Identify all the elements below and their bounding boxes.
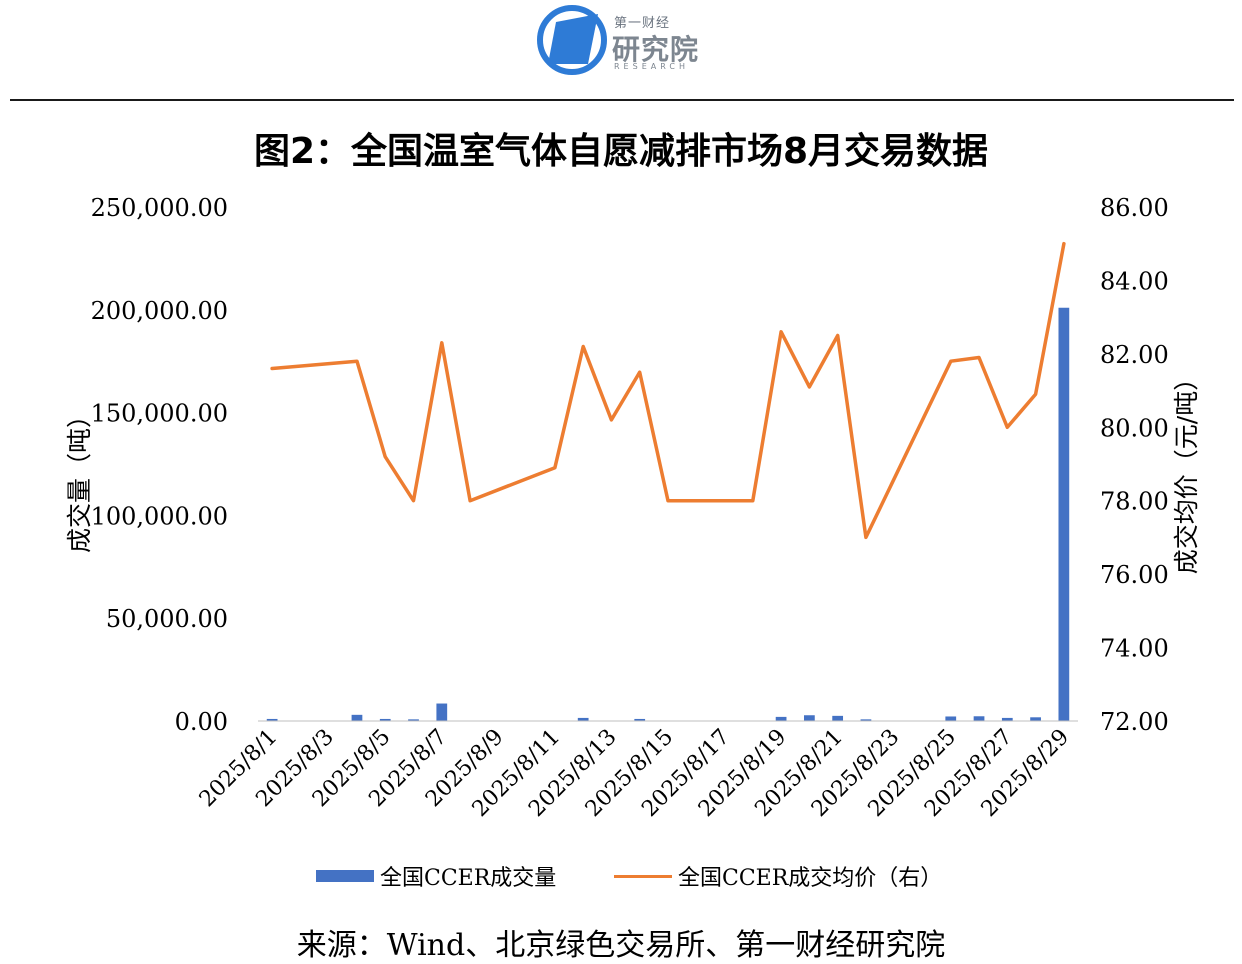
bar: [945, 716, 957, 721]
legend-swatch-line: [614, 874, 672, 878]
bar: [775, 716, 787, 721]
x-axis: 2025/8/12025/8/32025/8/52025/8/72025/8/9…: [195, 725, 1074, 822]
legend-label-price: 全国CCER成交均价（右）: [678, 866, 943, 891]
left-y-axis-label: 成交量（吨）: [65, 403, 94, 553]
source-note: 来源：Wind、北京绿色交易所、第一财经研究院: [296, 928, 946, 963]
bar: [577, 717, 589, 721]
bar: [1001, 717, 1013, 721]
logo-text-big: 研究院: [612, 33, 700, 66]
bar: [436, 703, 448, 721]
logo-text-small: 第一财经: [614, 16, 671, 31]
bar: [379, 718, 391, 721]
bar: [1030, 717, 1041, 721]
right-y-tick-label: 76.00: [1100, 561, 1169, 589]
right-y-tick-label: 84.00: [1100, 267, 1169, 295]
bar: [1058, 307, 1070, 721]
bar: [634, 718, 646, 721]
header-divider: [10, 99, 1234, 101]
right-y-tick-label: 74.00: [1100, 635, 1169, 663]
bar: [804, 715, 815, 721]
bar: [266, 718, 278, 721]
bar: [860, 719, 872, 721]
right-y-axis-label: 成交均价（元/吨）: [1172, 366, 1201, 574]
right-y-tick-label: 82.00: [1100, 341, 1169, 369]
right-y-tick-label: 78.00: [1100, 488, 1169, 516]
left-y-tick-label: 0.00: [175, 708, 228, 736]
right-y-tick-label: 80.00: [1100, 414, 1169, 442]
logo-text-en: RESEARCH: [614, 62, 689, 71]
left-y-axis: 0.00 50,000.00 100,000.00 150,000.00 200,000…: [91, 194, 228, 736]
brand-logo: 第一财经 研究院 RESEARCH: [536, 4, 716, 76]
left-y-tick-label: 50,000.00: [106, 605, 228, 633]
legend-item-volume: 全国CCER成交量: [316, 860, 556, 892]
right-y-tick-label: 72.00: [1100, 708, 1169, 736]
bar: [832, 715, 844, 721]
chart-canvas: 0.00 50,000.00 100,000.00 150,000.00 200,000…: [65, 194, 1201, 822]
legend-swatch-bar: [316, 870, 374, 882]
left-y-tick-label: 250,000.00: [91, 194, 228, 222]
bar: [351, 714, 363, 721]
bars-layer: [266, 307, 1070, 721]
line-layer: [270, 241, 1066, 540]
bar: [408, 719, 419, 721]
right-y-tick-label: 86.00: [1100, 194, 1169, 222]
brand-logo-icon: [537, 5, 607, 75]
left-y-tick-label: 100,000.00: [91, 502, 228, 530]
legend-label-volume: 全国CCER成交量: [380, 866, 557, 891]
bar: [973, 716, 985, 721]
legend: 全国CCER成交量 全国CCER成交均价（右）: [0, 860, 1242, 894]
left-y-tick-label: 150,000.00: [91, 400, 228, 428]
left-y-tick-label: 200,000.00: [91, 297, 228, 325]
legend-item-price: 全国CCER成交均价（右）: [614, 860, 942, 892]
price-series-line: [270, 241, 1066, 540]
right-y-axis: 72.00 74.00 76.00 78.00 80.00 82.00 84.00 86.00: [1100, 194, 1169, 736]
chart-title: 图2：全国温室气体自愿减排市场8月交易数据: [253, 131, 989, 172]
